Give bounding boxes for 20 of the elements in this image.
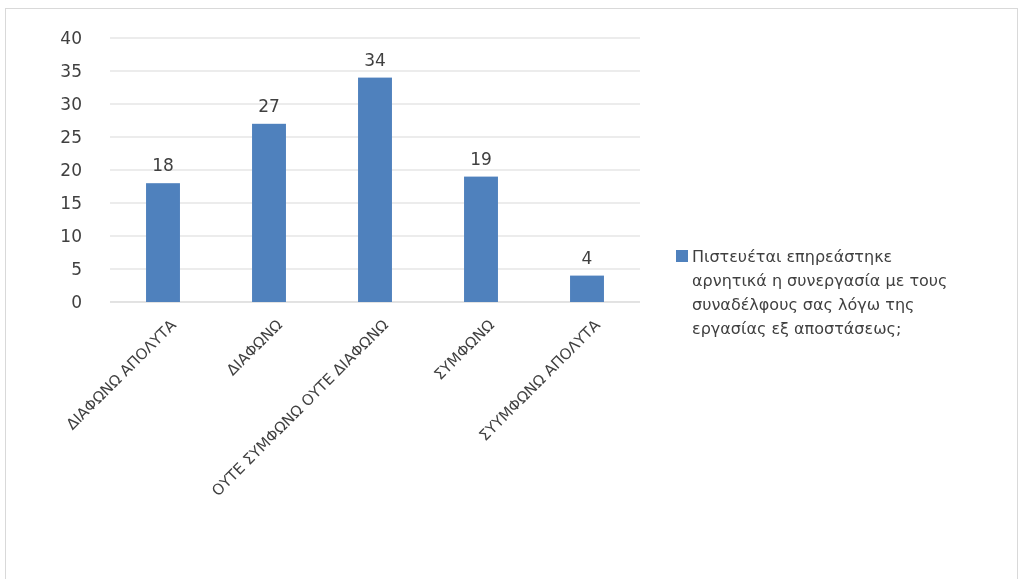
data-label: 34 (364, 49, 386, 70)
bar (464, 176, 498, 302)
y-tick-label: 10 (60, 225, 82, 246)
legend-label: Πιστευέται επηρεάστηκε αρνητικά η συνεργασία με τους συναδέλφους σας λόγω της εργασίας εξ αποστάσεως; (692, 247, 948, 338)
y-tick-label: 30 (60, 93, 82, 114)
bar (146, 183, 180, 302)
bar (570, 275, 604, 302)
bar (252, 123, 286, 302)
data-label: 4 (581, 247, 593, 268)
y-tick-label: 0 (71, 291, 82, 312)
y-tick-label: 15 (60, 192, 82, 213)
y-tick-label: 20 (60, 159, 82, 180)
y-tick-label: 5 (71, 258, 82, 279)
data-label: 27 (258, 95, 280, 116)
y-tick-label: 25 (60, 126, 82, 147)
y-tick-label: 40 (60, 27, 82, 48)
y-tick-label: 35 (60, 60, 82, 81)
bar (358, 77, 392, 302)
data-label: 18 (152, 155, 174, 176)
data-label: 19 (470, 148, 492, 169)
